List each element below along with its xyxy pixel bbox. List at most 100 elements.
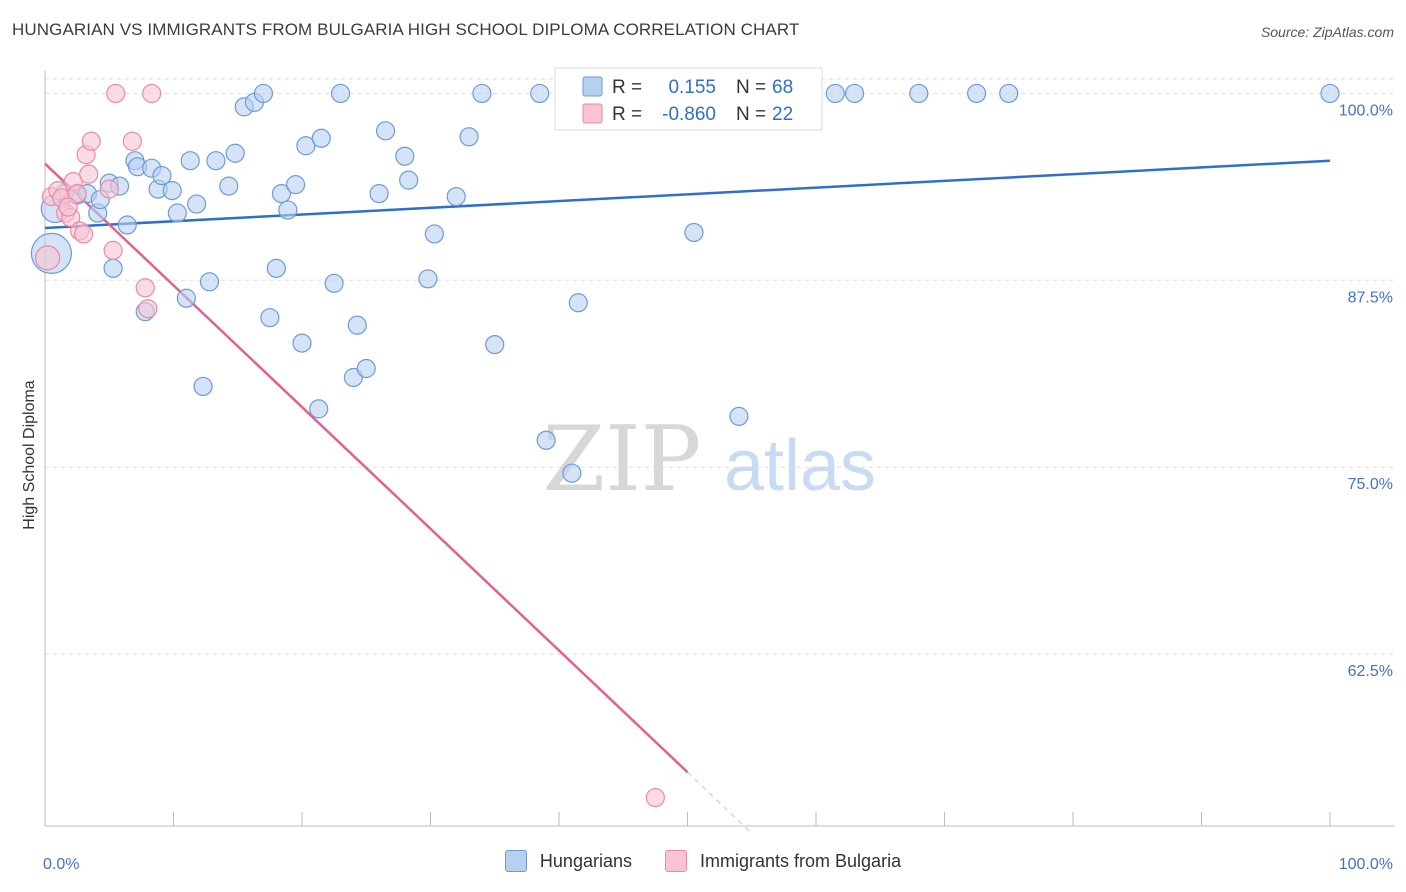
hungarians-point (356, 358, 376, 379)
legend-label-hungarians: Hungarians (539, 850, 632, 871)
hungarians-point (330, 83, 351, 104)
trend-line-bulgaria (44, 162, 689, 774)
legend-item-hungarians[interactable]: Hungarians (504, 850, 632, 873)
hungarians-point (167, 203, 187, 223)
y-tick-label: 87.5% (1348, 289, 1393, 306)
hungarians-point (225, 143, 245, 163)
hungarians-point (395, 146, 415, 166)
hungarians-point (530, 83, 550, 104)
bulgaria-point (645, 787, 665, 808)
stats-n-label-hungarians: N = (736, 77, 766, 98)
watermark-zip: ZIP (543, 407, 702, 512)
legend-item-bulgaria[interactable]: Immigrants from Bulgaria (665, 850, 902, 873)
bulgaria-point (103, 240, 123, 261)
hungarians-point (418, 269, 438, 289)
bulgaria-point (58, 197, 78, 217)
hungarians-point (271, 183, 292, 204)
hungarians-point (117, 215, 137, 235)
legend: Hungarians Immigrants from Bulgaria (0, 850, 1406, 873)
stats-box: R = 0.155 N = 68 R = -0.860 N = 22 (554, 67, 823, 131)
source-credit: Source: ZipAtlas.com (1260, 24, 1394, 40)
hungarians-point (729, 406, 749, 426)
hungarians-point (199, 272, 220, 292)
bulgaria-point (99, 179, 119, 199)
trend-line-bulgaria-extension (687, 771, 753, 834)
bulgaria-point (79, 164, 99, 184)
hungarians-point (536, 430, 556, 450)
legend-swatch-hungarians (504, 850, 527, 873)
hungarians-point (446, 186, 466, 207)
watermark: ZIP atlas (543, 407, 876, 512)
bulgaria-point (138, 299, 158, 319)
hungarians-point (369, 183, 389, 204)
hungarians-point (309, 399, 329, 419)
y-tick-label: 62.5% (1348, 663, 1393, 680)
y-tick-label: 75.0% (1348, 476, 1393, 493)
hungarians-point (219, 176, 239, 196)
stats-swatch-hungarians (582, 76, 603, 97)
chart-title: HUNGARIAN VS IMMIGRANTS FROM BULGARIA HI… (12, 20, 800, 39)
hungarians-point (568, 293, 588, 313)
data-points (30, 83, 1340, 808)
legend-swatch-bulgaria (665, 850, 687, 873)
hungarians-point (103, 258, 123, 278)
trend-lines (44, 159, 1331, 834)
bulgaria-point (135, 278, 155, 298)
stats-n-value-bulgaria: 22 (772, 104, 793, 125)
trend-line-hungarians (44, 159, 1331, 230)
tick-labels: 100.0% 87.5% 75.0% 62.5% 0.0% 100.0% (43, 102, 1393, 873)
y-axis-title: High School Diploma (21, 380, 38, 530)
hungarians-point (324, 273, 344, 293)
hungarians-point (162, 181, 182, 201)
hungarians-point (999, 83, 1019, 104)
hungarians-point (472, 83, 492, 104)
hungarians-point (347, 315, 367, 335)
hungarians-point (311, 128, 331, 148)
stats-r-value-hungarians: 0.155 (668, 77, 716, 98)
hungarians-point (375, 121, 396, 141)
hungarians-point (967, 83, 987, 104)
hungarians-point (180, 151, 200, 171)
hungarians-point (193, 376, 213, 397)
bulgaria-point (106, 83, 126, 104)
hungarians-point (266, 258, 286, 278)
bulgaria-point (67, 183, 87, 204)
bulgaria-point (34, 245, 61, 271)
x-tick-label-max: 100.0% (1339, 856, 1393, 873)
gridlines (45, 78, 1395, 655)
bulgaria-point (122, 131, 142, 151)
stats-r-label-hungarians: R = (612, 77, 642, 98)
stats-n-value-hungarians: 68 (772, 77, 793, 98)
hungarians-point (485, 334, 505, 355)
hungarians-point (285, 175, 306, 195)
hungarians-point (187, 194, 207, 214)
stats-n-label-bulgaria: N = (736, 104, 766, 125)
hungarians-point (684, 222, 704, 243)
stats-r-label-bulgaria: R = (612, 104, 642, 125)
stats-swatch-bulgaria (582, 103, 603, 124)
hungarians-point (260, 308, 280, 328)
stats-r-value-bulgaria: -0.860 (662, 104, 716, 125)
y-tick-label: 100.0% (1339, 102, 1393, 119)
x-tick-label-min: 0.0% (43, 856, 79, 873)
hungarians-point (399, 170, 419, 190)
hungarians-point (844, 83, 865, 104)
hungarians-point (292, 333, 312, 353)
axes (44, 71, 1395, 827)
watermark-atlas: atlas (724, 426, 876, 506)
bulgaria-point (73, 224, 94, 244)
hungarians-point (909, 83, 929, 104)
hungarians-point (206, 151, 226, 171)
bulgaria-point (81, 131, 101, 151)
hungarians-point (176, 288, 196, 308)
hungarians-point (253, 83, 274, 104)
hungarians-point (296, 136, 316, 156)
hungarians-point (459, 127, 479, 147)
legend-label-bulgaria: Immigrants from Bulgaria (700, 850, 902, 871)
bulgaria-point (142, 83, 162, 104)
hungarians-point (278, 200, 298, 220)
hungarians-point (1320, 83, 1340, 104)
hungarians-point (152, 166, 172, 186)
hungarians-point (424, 224, 444, 244)
